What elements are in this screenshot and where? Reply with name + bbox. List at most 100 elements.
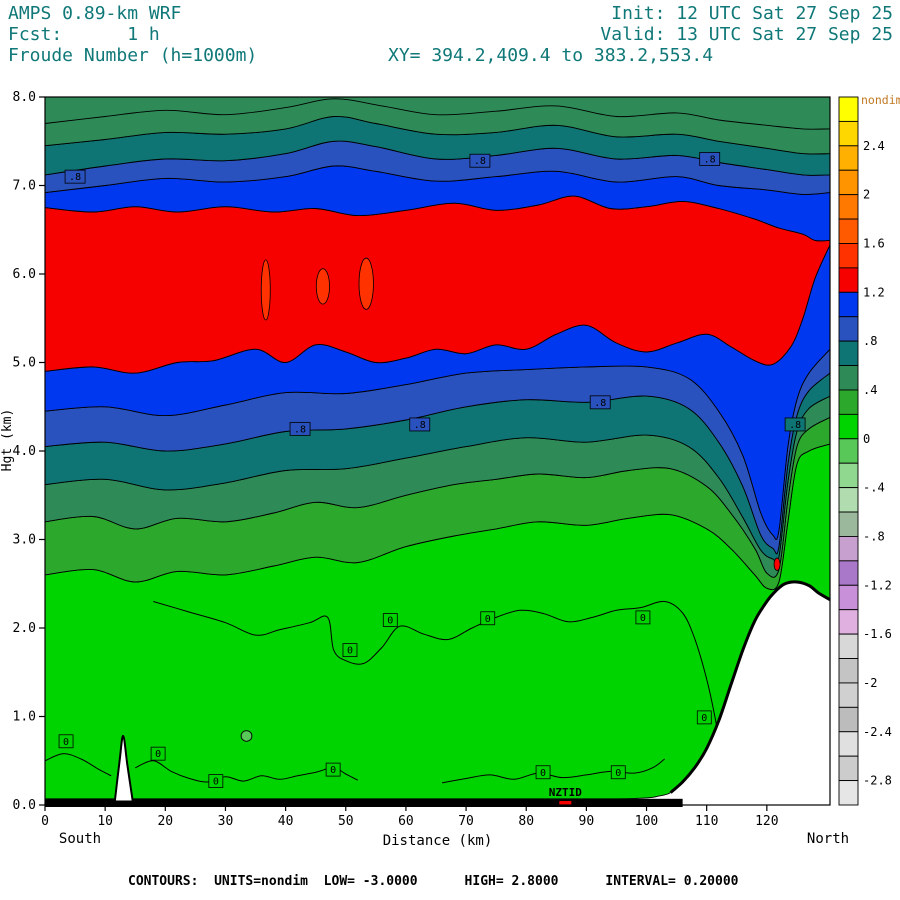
- north-label: North: [807, 831, 849, 847]
- x-tick-label: 10: [97, 814, 113, 829]
- contour-label-text: 0: [615, 768, 621, 779]
- colorbar-cell: [838, 560, 859, 586]
- x-tick-label: 50: [338, 814, 354, 829]
- contour-label-text: .8: [414, 420, 426, 431]
- contour-label-text: 0: [387, 616, 393, 627]
- contour-label-text: 0: [640, 613, 646, 624]
- terrain-strip: [45, 798, 683, 807]
- init-time: Init: 12 UTC Sat 27 Sep 25: [611, 3, 893, 24]
- colorbar-cell: [838, 462, 859, 489]
- x-tick-label: 120: [755, 814, 778, 829]
- colorbar-cell: [838, 267, 859, 293]
- colorbar-tick-label: -1.2: [863, 578, 892, 592]
- colorbar-tick-label: .8: [863, 334, 877, 348]
- colorbar-tick-label: -.4: [863, 481, 885, 495]
- contour-label-text: 0: [63, 737, 69, 748]
- colorbar-cell: [838, 120, 859, 147]
- station-label: NZTID: [549, 786, 582, 799]
- model-title: AMPS 0.89-km WRF: [8, 3, 182, 24]
- colorbar-cell: [838, 755, 859, 782]
- colorbar-tick-label: 0: [863, 432, 870, 446]
- contour-label: 0: [150, 746, 166, 761]
- upper-contour-line: [44, 98, 831, 130]
- red-cores: [260, 257, 781, 571]
- colorbar-cell: [838, 194, 859, 220]
- field-title: Froude Number (h=1000m): [8, 45, 258, 66]
- contour-label-text: .8: [594, 398, 606, 409]
- contour-label: .8: [469, 153, 491, 168]
- red-core: [315, 268, 330, 305]
- contour-label: .8: [409, 417, 431, 432]
- colorbar-tick-label: 1.2: [863, 285, 885, 299]
- zero-contour-line: [441, 758, 665, 784]
- colorbar-cell: [838, 96, 859, 122]
- x-axis-label: Distance (km): [383, 833, 493, 849]
- y-tick-label: 0.0: [13, 798, 36, 813]
- y-tick-label: 2.0: [13, 621, 36, 636]
- colorbar-cell: [838, 609, 859, 635]
- x-tick-label: 70: [458, 814, 474, 829]
- colorbar: 2.4 2 1.6 1.2 .8 .4 0 -.4 -.8 -1.2 -1.6 -2 -2.4 -2.8 n…: [838, 93, 900, 806]
- contour-label: .8: [589, 395, 611, 410]
- south-label: South: [59, 831, 101, 847]
- contour-label: 0: [610, 765, 626, 780]
- y-tick-label: 5.0: [13, 356, 36, 371]
- station-marker: [559, 801, 572, 805]
- colorbar-cell: [838, 316, 859, 342]
- contour-label-text: .8: [474, 156, 486, 167]
- zero-contour-line: [153, 600, 727, 786]
- colorbar-cell: [838, 218, 859, 244]
- contours-info: CONTOURS: UNITS=nondim LOW= -3.0000 HIGH…: [128, 874, 739, 889]
- contour-label-text: .8: [69, 172, 81, 183]
- colorbar-tick-label: -2.8: [863, 774, 892, 788]
- colorbar-cell: [838, 633, 859, 659]
- colorbar-tick-label: -2.4: [863, 725, 892, 739]
- zero-contour-line: [44, 753, 112, 777]
- red-core: [260, 259, 271, 321]
- colorbar-cell: [838, 584, 859, 611]
- y-tick-label: 6.0: [13, 267, 36, 282]
- x-tick-label: 80: [518, 814, 534, 829]
- contour-bands: [44, 96, 831, 800]
- colorbar-cell: [838, 780, 859, 806]
- colorbar-cell: [838, 487, 859, 513]
- colorbar-tick-label: .4: [863, 383, 877, 397]
- cross-section-coords: XY= 394.2,409.4 to 383.2,553.4: [388, 45, 714, 66]
- contour-label-text: 0: [701, 713, 707, 724]
- red-core: [773, 557, 781, 571]
- red-core: [358, 257, 374, 310]
- colorbar-cell: [838, 682, 859, 708]
- x-tick-label: 90: [579, 814, 595, 829]
- colorbar-cell: [838, 731, 859, 757]
- y-tick-label: 4.0: [13, 444, 36, 459]
- colorbar-cell: [838, 169, 859, 196]
- contour-label: .8: [64, 169, 86, 184]
- contour-label: .8: [699, 152, 721, 166]
- zero-loop: [240, 730, 253, 742]
- contour-label: 0: [696, 710, 712, 725]
- axes: 0 10 20 30 40 50 60 70 80 90 100 110 120 0.0 1.0 2.0 3.0…: [0, 90, 849, 849]
- contour-label-text: .8: [789, 420, 801, 431]
- x-tick-label: 20: [157, 814, 173, 829]
- y-tick-label: 1.0: [13, 710, 36, 725]
- y-tick-label: 8.0: [13, 90, 36, 105]
- contour-label-text: .8: [294, 424, 306, 435]
- colorbar-cell: [838, 340, 859, 367]
- colorbar-cell: [838, 291, 859, 318]
- colorbar-tick-label: -1.6: [863, 627, 892, 641]
- contour-label-text: 0: [330, 765, 336, 776]
- colorbar-tick-label: -.8: [863, 529, 885, 543]
- colorbar-cell: [838, 365, 859, 391]
- contour-label-text: 0: [485, 614, 491, 625]
- band-0.4-0.6: [44, 96, 831, 155]
- contour-label: 0: [325, 762, 341, 777]
- colorbar-tick-label: -2: [863, 676, 877, 690]
- colorbar-cell: [838, 511, 859, 537]
- contour-label: 0: [208, 774, 224, 789]
- colorbar-cell: [838, 145, 859, 171]
- contour-label: 0: [535, 765, 551, 780]
- contour-labels: 0 0 0 0 0 0 0 0 0 0 0 .8 .8 .8 .8 .8 .8 .8: [58, 152, 806, 789]
- colorbar-cell: [838, 389, 859, 415]
